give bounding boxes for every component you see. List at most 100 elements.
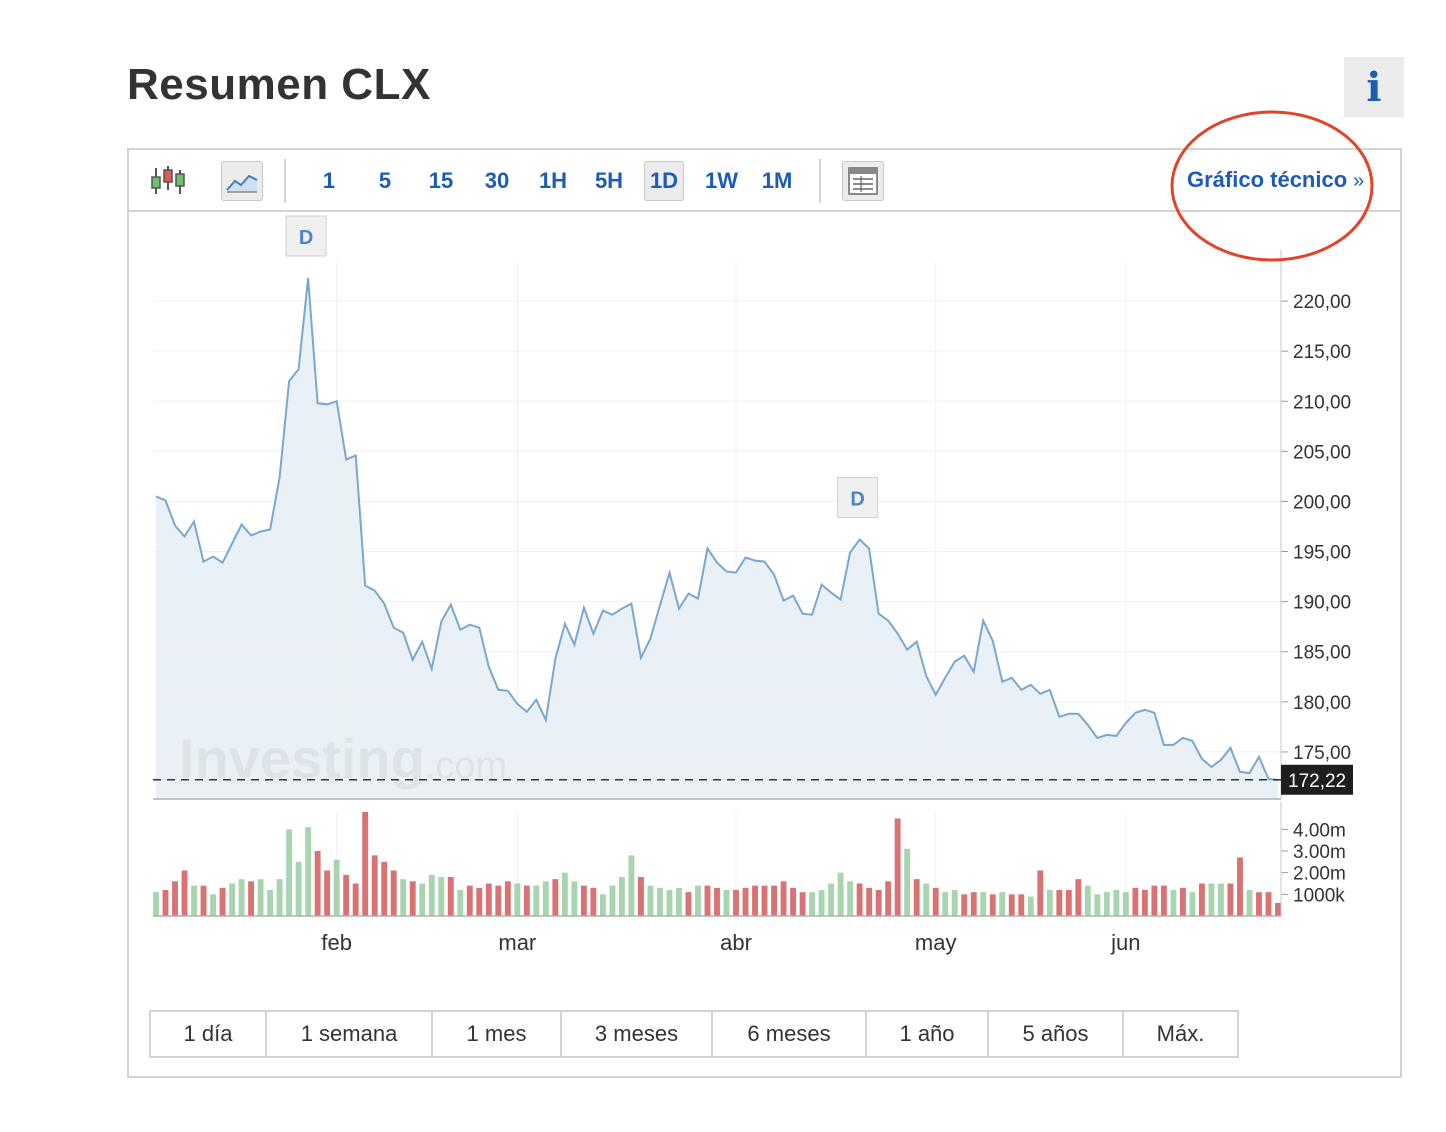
dividend-marker	[285, 215, 327, 257]
volume-bar	[676, 887, 682, 916]
range-1-ano[interactable]: 1 año	[867, 1012, 989, 1056]
y-tick-label: 185,00	[1293, 643, 1351, 664]
volume-bar	[324, 870, 331, 916]
range-6-meses[interactable]: 6 meses	[713, 1012, 867, 1056]
volume-bar	[580, 885, 587, 916]
y-tick-label: 205,00	[1293, 442, 1351, 463]
volume-bar	[314, 851, 321, 916]
volume-bar	[856, 883, 863, 916]
volume-bar	[723, 890, 730, 916]
volume-bar	[438, 877, 445, 916]
interval-1w[interactable]: 1W	[705, 168, 738, 193]
volume-bar	[286, 829, 293, 916]
volume-bar	[1037, 870, 1044, 916]
volume-bar	[923, 883, 930, 916]
volume-bar	[818, 890, 825, 916]
interval-1m[interactable]: 1M	[761, 168, 793, 193]
candlestick-icon[interactable]	[147, 161, 189, 201]
volume-bar	[1122, 892, 1129, 916]
interval-1h[interactable]: 1H	[538, 168, 568, 193]
volume-bar	[695, 885, 701, 916]
volume-bar	[780, 881, 787, 916]
volume-bar	[742, 887, 749, 916]
volume-bar	[333, 859, 340, 916]
range-5-anos[interactable]: 5 años	[989, 1012, 1124, 1056]
volume-tick-label: 2.00m	[1293, 864, 1346, 885]
volume-bar	[514, 883, 521, 916]
range-1-dia[interactable]: 1 día	[151, 1012, 267, 1056]
range-1-semana[interactable]: 1 semana	[267, 1012, 433, 1056]
volume-bar	[837, 872, 844, 916]
volume-bar	[200, 885, 207, 916]
volume-bar	[533, 885, 540, 916]
volume-bar	[419, 883, 426, 916]
volume-bar	[666, 890, 673, 916]
last-price-label: 172,22	[1288, 771, 1346, 792]
volume-bar	[685, 892, 692, 916]
volume-bar	[571, 881, 578, 916]
y-tick-label: 215,00	[1293, 342, 1351, 363]
interval-5h[interactable]: 5H	[594, 168, 624, 193]
volume-bar	[352, 883, 359, 916]
y-tick-label: 180,00	[1293, 693, 1351, 714]
volume-bar	[799, 892, 806, 916]
volume-bar	[362, 812, 369, 916]
volume-bar	[1179, 887, 1186, 916]
volume-bar	[980, 892, 987, 916]
volume-bar	[457, 890, 464, 916]
volume-bar	[809, 892, 816, 916]
volume-bar	[495, 885, 502, 916]
volume-bar	[172, 881, 178, 916]
toolbar-separator	[819, 159, 821, 203]
interval-5[interactable]: 5	[378, 168, 392, 193]
volume-bar	[447, 877, 454, 916]
table-view-icon[interactable]	[842, 161, 884, 201]
x-month-label: mar	[498, 930, 536, 955]
page-title: Resumen CLX	[127, 60, 431, 109]
area-chart-icon[interactable]	[221, 161, 263, 201]
range-1-mes[interactable]: 1 mes	[433, 1012, 562, 1056]
y-tick-label: 195,00	[1293, 543, 1351, 564]
range-max[interactable]: Máx.	[1156, 1021, 1205, 1046]
interval-15[interactable]: 15	[428, 168, 454, 193]
interval-1d[interactable]: 1D	[644, 161, 684, 201]
volume-bar	[343, 874, 350, 916]
volume-bar	[229, 883, 236, 916]
volume-bar	[1094, 894, 1101, 916]
volume-bar	[485, 883, 492, 916]
range-3-meses[interactable]: 3 meses	[562, 1012, 713, 1056]
x-month-label: abr	[720, 930, 752, 955]
volume-bar	[390, 870, 397, 916]
volume-bar	[704, 885, 711, 916]
interval-30[interactable]: 30	[484, 168, 510, 193]
volume-bar	[961, 894, 968, 916]
volume-bar	[1141, 890, 1148, 916]
volume-bar	[552, 879, 559, 916]
volume-bar	[1198, 883, 1205, 916]
volume-bar	[609, 885, 616, 916]
volume-bar	[970, 892, 977, 916]
x-month-label: feb	[321, 930, 352, 955]
volume-bar	[828, 883, 835, 916]
volume-bar	[1256, 892, 1262, 916]
volume-bar	[1151, 885, 1158, 916]
info-button[interactable]: i	[1344, 57, 1404, 117]
candlestick-icon-glyph	[151, 166, 185, 194]
volume-bar	[904, 848, 911, 916]
volume-bar	[1027, 896, 1034, 916]
volume-bar	[276, 879, 283, 916]
area-chart-icon-glyph	[226, 174, 258, 193]
volume-bar	[1008, 894, 1015, 916]
volume-bar	[847, 881, 854, 916]
y-tick-label: 200,00	[1293, 492, 1351, 513]
volume-bar	[875, 890, 882, 916]
interval-1[interactable]: 1	[322, 168, 336, 193]
table-view-icon-glyph	[848, 167, 878, 195]
volume-bar	[999, 892, 1006, 916]
volume-bar	[381, 861, 388, 916]
volume-bar	[1227, 883, 1234, 916]
volume-bar	[1237, 857, 1243, 916]
volume-bar	[590, 887, 597, 916]
toolbar-separator	[284, 159, 286, 203]
dividend-marker-label: D	[299, 227, 313, 249]
